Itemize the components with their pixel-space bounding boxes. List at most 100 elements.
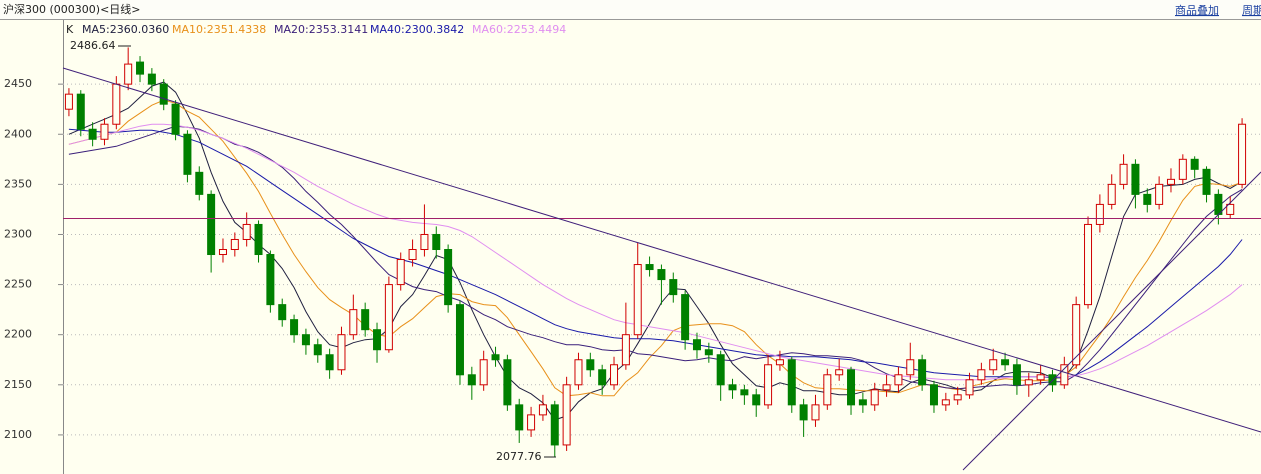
candle-body xyxy=(444,249,453,306)
candle-body xyxy=(977,369,986,381)
candle-body xyxy=(337,334,346,371)
candle-body xyxy=(586,359,595,371)
candle-body xyxy=(124,63,133,85)
candle-body xyxy=(396,259,405,286)
candle-body xyxy=(1131,163,1140,195)
candle-body xyxy=(112,83,121,125)
candle-body xyxy=(799,404,808,421)
candle-body xyxy=(408,249,417,261)
candle-body xyxy=(1226,203,1235,215)
candle-body xyxy=(929,384,938,406)
candle-body xyxy=(1214,193,1223,215)
trend-line xyxy=(962,171,1261,471)
candle-body xyxy=(384,284,393,351)
candle-body xyxy=(1036,374,1045,381)
candle-body xyxy=(598,369,607,386)
candle-body xyxy=(207,193,216,256)
candle-body xyxy=(728,384,737,391)
candle-body xyxy=(787,359,796,406)
legend-entry: MA60:2253.4494 xyxy=(472,23,566,36)
candle-body xyxy=(266,254,275,306)
ma-line xyxy=(68,99,1243,397)
candle-body xyxy=(136,61,145,75)
candle-body xyxy=(610,364,619,386)
candle-body xyxy=(515,404,524,431)
candle-body xyxy=(1060,364,1069,386)
candle-body xyxy=(1107,183,1116,205)
candle-body xyxy=(1190,158,1199,170)
candle-body xyxy=(325,354,334,371)
candle-body xyxy=(349,309,358,336)
candle-body xyxy=(918,359,927,386)
candle-body xyxy=(290,319,299,336)
candle-body xyxy=(775,359,784,366)
y-tick-label: 2150 xyxy=(4,378,32,391)
candle-body xyxy=(752,394,761,406)
candle-body xyxy=(882,384,891,391)
candle-body xyxy=(195,171,204,195)
candle-body xyxy=(941,399,950,406)
candle-body xyxy=(420,233,429,251)
overlay-link[interactable]: 商品叠加 xyxy=(1175,3,1219,17)
candle-body xyxy=(527,414,536,431)
candle-body xyxy=(1155,183,1164,205)
candle-body xyxy=(491,354,500,361)
candle-body xyxy=(242,223,251,240)
candle-body xyxy=(645,264,654,271)
max-label: 2486.64 xyxy=(70,39,116,52)
candle-body xyxy=(847,369,856,406)
y-tick-label: 2300 xyxy=(4,227,32,240)
candle-body xyxy=(183,133,192,175)
candle-body xyxy=(633,264,642,336)
candle-body xyxy=(538,404,547,416)
y-tick-label: 2400 xyxy=(4,127,32,140)
candle-body xyxy=(100,123,109,140)
candle-body xyxy=(278,304,287,321)
candle-body xyxy=(764,364,773,406)
candle-body xyxy=(1119,163,1128,185)
candle-body xyxy=(479,359,488,386)
candle-body xyxy=(870,389,879,406)
candle-body xyxy=(254,223,263,256)
candle-body xyxy=(76,93,85,130)
candle-body xyxy=(432,233,441,251)
marks xyxy=(64,47,1247,458)
candle-body xyxy=(88,128,97,140)
candle-body xyxy=(823,374,832,406)
candle-body xyxy=(989,359,998,371)
candle-body xyxy=(159,83,168,105)
candle-body xyxy=(1238,123,1247,185)
candle-body xyxy=(669,279,678,296)
y-tick-label: 2100 xyxy=(4,428,32,441)
candle-body xyxy=(704,349,713,356)
candle-body xyxy=(467,374,476,386)
candle-body xyxy=(858,399,867,406)
candle-body xyxy=(562,384,571,446)
candle-body xyxy=(657,269,666,281)
legend-entry: MA5:2360.0360 xyxy=(82,23,169,36)
candle-body xyxy=(503,359,512,406)
candle-body xyxy=(1143,193,1152,205)
candle-body xyxy=(1012,364,1021,386)
candle-body xyxy=(740,389,749,396)
candle-body xyxy=(811,404,820,421)
candle-body xyxy=(953,394,962,401)
min-label: 2077.76 xyxy=(496,450,542,463)
ma-line xyxy=(68,123,1243,381)
period-link[interactable]: 周期 xyxy=(1242,4,1261,17)
candle-body xyxy=(716,354,725,386)
y-tick-label: 2350 xyxy=(4,177,32,190)
candle-body xyxy=(301,334,310,346)
candle-body xyxy=(906,359,915,376)
candle-body xyxy=(1048,374,1057,386)
y-tick-label: 2200 xyxy=(4,328,32,341)
candle-body xyxy=(171,103,180,135)
candle-body xyxy=(361,309,370,331)
candle-body xyxy=(621,334,630,366)
candle-body xyxy=(835,369,844,376)
legend-k: K xyxy=(66,23,74,36)
candle-body xyxy=(1166,178,1175,185)
y-tick-label: 2450 xyxy=(4,77,32,90)
